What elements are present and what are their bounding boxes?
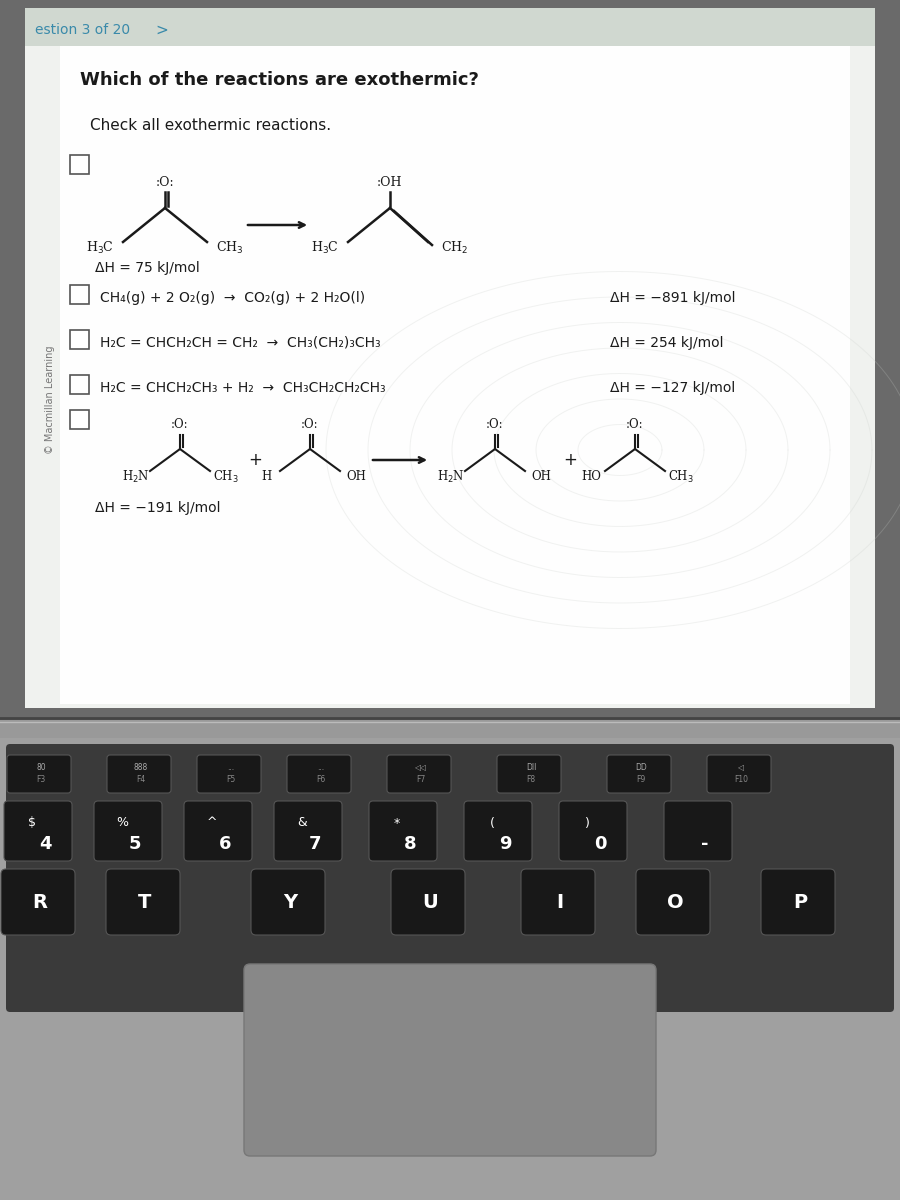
Text: F6: F6 <box>317 775 326 785</box>
Text: ^: ^ <box>207 816 217 829</box>
Text: H₂C = CHCH₂CH₃ + H₂  →  CH₃CH₂CH₂CH₃: H₂C = CHCH₂CH₃ + H₂ → CH₃CH₂CH₂CH₃ <box>100 382 385 395</box>
Text: T: T <box>139 893 152 912</box>
Text: H$_2$N: H$_2$N <box>122 469 150 485</box>
Text: CH$_2$: CH$_2$ <box>441 240 469 256</box>
Text: H: H <box>261 470 271 484</box>
Text: ...: ... <box>318 763 325 773</box>
Text: ◁: ◁ <box>738 763 744 773</box>
Text: Which of the reactions are exothermic?: Which of the reactions are exothermic? <box>80 71 479 89</box>
Text: F3: F3 <box>36 775 46 785</box>
FancyBboxPatch shape <box>69 284 88 304</box>
Text: DII: DII <box>526 763 536 773</box>
FancyBboxPatch shape <box>607 755 671 793</box>
Text: F7: F7 <box>417 775 426 785</box>
Text: I: I <box>556 893 563 912</box>
FancyBboxPatch shape <box>664 802 732 862</box>
Text: CH$_3$: CH$_3$ <box>213 469 238 485</box>
Text: CH$_3$: CH$_3$ <box>216 240 244 256</box>
FancyBboxPatch shape <box>244 964 656 1156</box>
Text: +: + <box>248 451 262 469</box>
FancyBboxPatch shape <box>287 755 351 793</box>
FancyBboxPatch shape <box>197 755 261 793</box>
FancyBboxPatch shape <box>391 869 465 935</box>
FancyBboxPatch shape <box>106 869 180 935</box>
Text: CH$_3$: CH$_3$ <box>668 469 694 485</box>
Text: :OH: :OH <box>377 175 403 188</box>
Text: OH: OH <box>531 470 551 484</box>
Text: ΔH = 75 kJ/mol: ΔH = 75 kJ/mol <box>95 260 200 275</box>
Text: OH: OH <box>346 470 366 484</box>
Text: 7: 7 <box>309 835 321 853</box>
Text: ): ) <box>585 816 590 829</box>
Text: O: O <box>667 893 683 912</box>
Text: CH₄(g) + 2 O₂(g)  →  CO₂(g) + 2 H₂O(l): CH₄(g) + 2 O₂(g) → CO₂(g) + 2 H₂O(l) <box>100 290 365 305</box>
Text: F9: F9 <box>636 775 645 785</box>
FancyBboxPatch shape <box>4 802 72 862</box>
Text: F10: F10 <box>734 775 748 785</box>
Text: ..: .. <box>582 466 588 474</box>
Text: 9: 9 <box>499 835 511 853</box>
FancyBboxPatch shape <box>69 374 88 394</box>
FancyBboxPatch shape <box>369 802 437 862</box>
Text: U: U <box>422 893 438 912</box>
FancyBboxPatch shape <box>25 8 875 708</box>
Text: :O:: :O: <box>171 419 189 432</box>
Text: ΔH = −127 kJ/mol: ΔH = −127 kJ/mol <box>610 382 735 395</box>
Text: F8: F8 <box>526 775 536 785</box>
Text: F5: F5 <box>227 775 236 785</box>
FancyBboxPatch shape <box>497 755 561 793</box>
Text: F4: F4 <box>137 775 146 785</box>
Text: :O:: :O: <box>626 419 644 432</box>
Text: 888: 888 <box>134 763 148 773</box>
FancyBboxPatch shape <box>0 720 900 1200</box>
Text: HO: HO <box>581 470 601 484</box>
FancyBboxPatch shape <box>69 155 88 174</box>
Text: 0: 0 <box>594 835 607 853</box>
FancyBboxPatch shape <box>464 802 532 862</box>
Text: R: R <box>32 893 48 912</box>
Text: :O:: :O: <box>156 175 175 188</box>
Text: 8: 8 <box>404 835 417 853</box>
Text: 4: 4 <box>39 835 51 853</box>
FancyBboxPatch shape <box>251 869 325 935</box>
Text: ◁◁: ◁◁ <box>415 763 427 773</box>
Text: :O:: :O: <box>302 419 319 432</box>
FancyBboxPatch shape <box>559 802 627 862</box>
Text: H$_3$C: H$_3$C <box>311 240 339 256</box>
Text: ..: .. <box>357 466 363 474</box>
FancyBboxPatch shape <box>1 869 75 935</box>
Text: ΔH = 254 kJ/mol: ΔH = 254 kJ/mol <box>610 336 724 350</box>
Text: H$_3$C: H$_3$C <box>86 240 114 256</box>
FancyBboxPatch shape <box>184 802 252 862</box>
FancyBboxPatch shape <box>69 409 88 428</box>
FancyBboxPatch shape <box>7 755 71 793</box>
Text: >: > <box>155 23 167 37</box>
FancyBboxPatch shape <box>25 8 875 46</box>
FancyBboxPatch shape <box>25 8 875 708</box>
Text: -: - <box>701 835 709 853</box>
FancyBboxPatch shape <box>6 744 894 1012</box>
Text: H$_2$N: H$_2$N <box>437 469 465 485</box>
FancyBboxPatch shape <box>636 869 710 935</box>
FancyBboxPatch shape <box>60 46 850 704</box>
FancyBboxPatch shape <box>94 802 162 862</box>
Text: &: & <box>297 816 307 829</box>
FancyBboxPatch shape <box>0 0 900 720</box>
Text: $: $ <box>28 816 36 829</box>
Text: 6: 6 <box>219 835 231 853</box>
Text: © Macmillan Learning: © Macmillan Learning <box>45 346 55 455</box>
FancyBboxPatch shape <box>107 755 171 793</box>
Text: %: % <box>116 816 128 829</box>
FancyBboxPatch shape <box>761 869 835 935</box>
Text: P: P <box>793 893 807 912</box>
Text: H₂C = CHCH₂CH = CH₂  →  CH₃(CH₂)₃CH₃: H₂C = CHCH₂CH = CH₂ → CH₃(CH₂)₃CH₃ <box>100 336 381 350</box>
FancyBboxPatch shape <box>521 869 595 935</box>
Text: ΔH = −891 kJ/mol: ΔH = −891 kJ/mol <box>610 290 735 305</box>
Text: 5: 5 <box>129 835 141 853</box>
Text: estion 3 of 20: estion 3 of 20 <box>35 23 130 37</box>
FancyBboxPatch shape <box>387 755 451 793</box>
Text: Y: Y <box>283 893 297 912</box>
Text: 80: 80 <box>36 763 46 773</box>
Text: (: ( <box>490 816 494 829</box>
